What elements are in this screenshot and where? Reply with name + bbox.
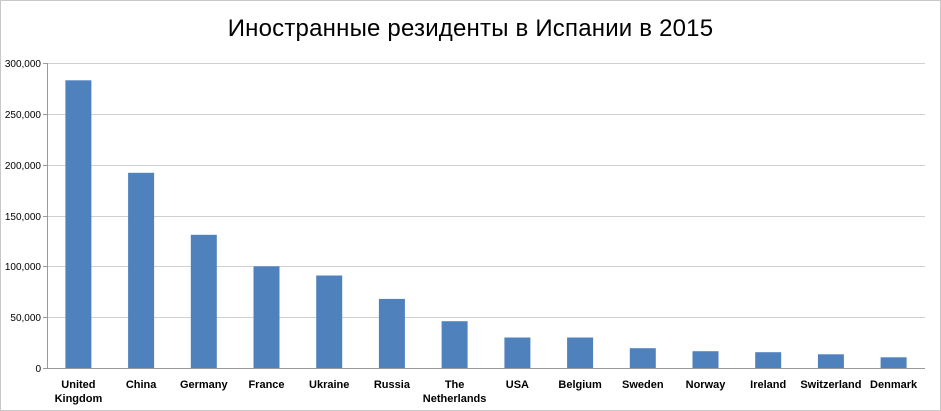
x-tick-label-line: Germany: [180, 379, 229, 391]
bar: [817, 354, 844, 368]
x-tick-label: Belgium: [558, 379, 602, 391]
x-tick-label: Germany: [180, 379, 229, 391]
bar: [441, 321, 468, 368]
bar: [880, 357, 907, 368]
y-tick-label: 150,000: [5, 212, 42, 223]
bar: [316, 275, 343, 368]
x-tick-label-line: Norway: [686, 379, 727, 391]
x-tick-label-line: Ukraine: [309, 379, 349, 391]
x-tick-label-line: Netherlands: [423, 393, 487, 405]
x-tick-label: United Kingdom: [55, 379, 103, 405]
x-tick-label: Denmark: [870, 379, 918, 391]
bar: [378, 298, 405, 368]
x-tick-label-line: Denmark: [870, 379, 918, 391]
x-tick-label: USA: [506, 379, 529, 391]
bar: [755, 352, 782, 368]
x-tick-label: Norway: [686, 379, 727, 391]
bar: [190, 234, 217, 368]
x-tick-label-line: Sweden: [622, 379, 664, 391]
x-tick-label: Sweden: [622, 379, 664, 391]
x-tick-label-line: Russia: [374, 379, 411, 391]
x-tick-label: China: [126, 379, 157, 391]
bar: [692, 351, 719, 368]
chart-title: Иностранные резиденты в Испании в 2015: [227, 15, 714, 42]
y-tick-label: 50,000: [10, 313, 41, 324]
x-tick-label: Ukraine: [309, 379, 349, 391]
bar: [629, 348, 656, 368]
bar: [504, 337, 531, 368]
x-tick-label: Ireland: [750, 379, 786, 391]
x-tick-label-line: France: [248, 379, 284, 391]
x-tick-label: France: [248, 379, 284, 391]
bar: [253, 266, 280, 368]
y-tick-label: 250,000: [5, 110, 42, 121]
bar: [65, 80, 92, 369]
y-tick-label: 300,000: [5, 59, 42, 70]
x-tick-label-line: Kingdom: [55, 393, 103, 405]
x-tick-label: Russia: [374, 379, 411, 391]
bar: [128, 172, 155, 368]
x-tick-label-line: The: [445, 379, 465, 391]
y-tick-label: 0: [35, 364, 41, 375]
x-tick-label-line: China: [126, 379, 157, 391]
x-tick-label-line: Belgium: [558, 379, 602, 391]
x-tick-label: The Netherlands: [423, 379, 487, 405]
x-tick-label-line: Ireland: [750, 379, 786, 391]
x-tick-label-line: United: [61, 379, 95, 391]
bar: [567, 337, 594, 368]
y-tick-label: 100,000: [5, 262, 42, 273]
x-tick-label-line: USA: [506, 379, 529, 391]
x-tick-label: Switzerland: [800, 379, 861, 391]
x-tick-label-line: Switzerland: [800, 379, 861, 391]
y-tick-label: 200,000: [5, 161, 42, 172]
